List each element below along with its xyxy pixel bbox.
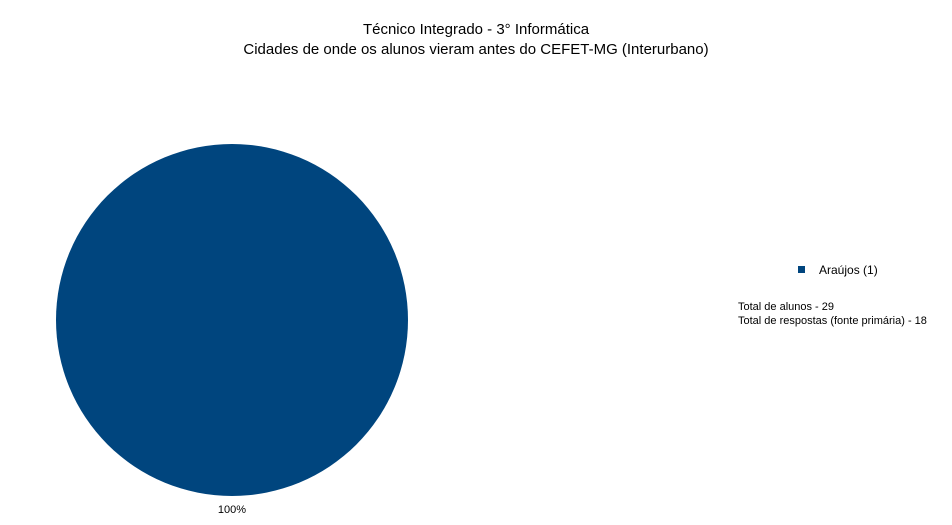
chart-subtitle: Cidades de onde os alunos vieram antes d… — [243, 41, 709, 58]
slice-percent-label: 100% — [218, 504, 246, 516]
summary-notes: Total de alunos - 29 Total de respostas … — [738, 300, 927, 328]
chart-title: Técnico Integrado - 3° Informática — [362, 21, 590, 38]
legend-label: Araújos (1) — [819, 263, 878, 277]
total-students-note: Total de alunos - 29 — [738, 301, 835, 313]
chart-title-block: Técnico Integrado - 3° Informática Cidad… — [0, 20, 952, 60]
legend-swatch — [798, 266, 805, 274]
total-responses-note: Total de respostas (fonte primária) - 18 — [738, 315, 927, 327]
pie-slice — [56, 144, 408, 496]
legend: Araújos (1) — [798, 262, 878, 278]
